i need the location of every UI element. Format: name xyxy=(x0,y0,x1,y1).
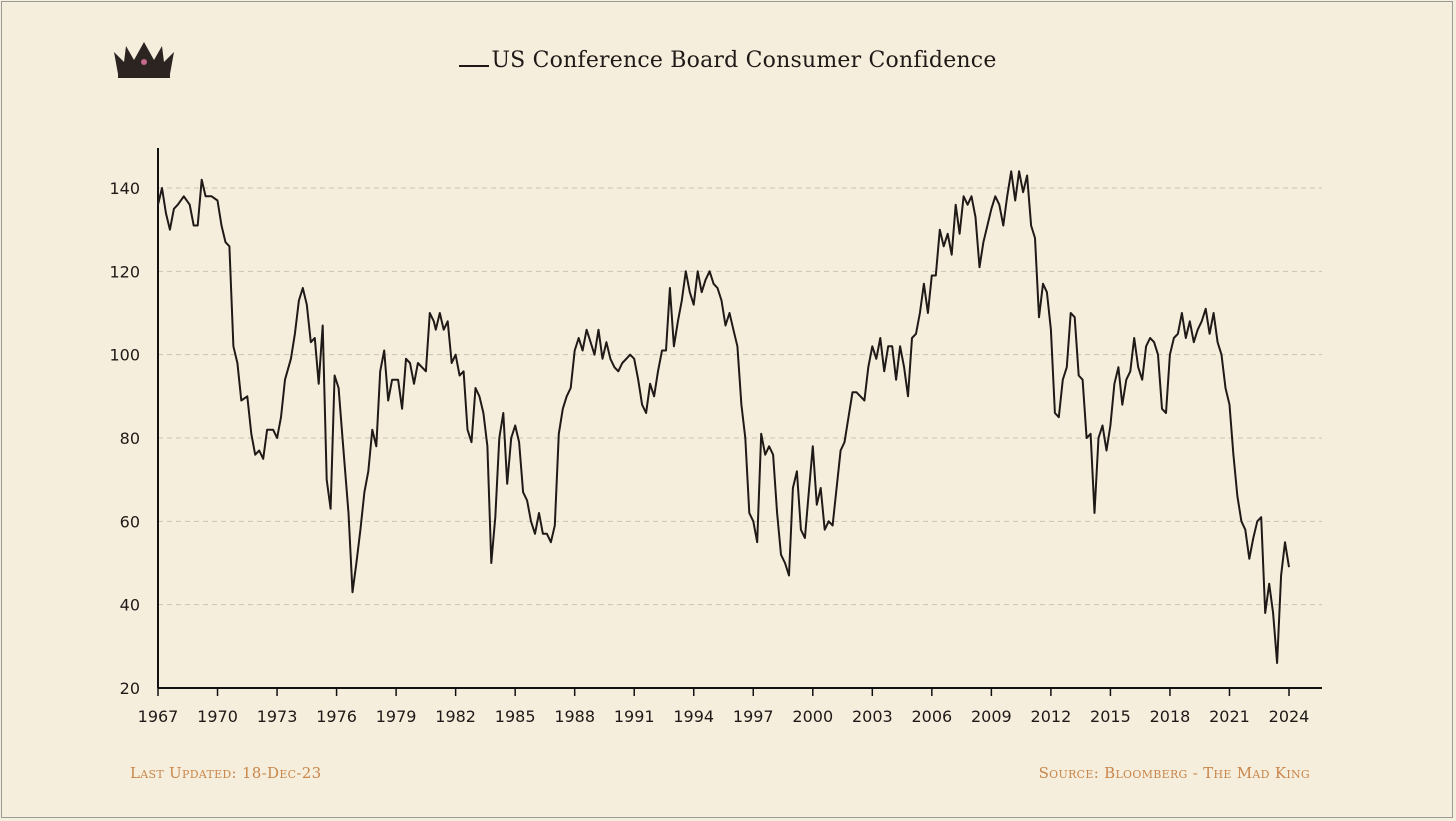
x-tick-label: 1973 xyxy=(257,707,298,726)
y-tick-label: 60 xyxy=(120,512,140,531)
crown-icon xyxy=(114,42,174,78)
x-tick-label: 1985 xyxy=(495,707,536,726)
y-tick-label: 120 xyxy=(109,262,140,281)
x-tick-label: 2006 xyxy=(911,707,952,726)
x-tick-label: 2003 xyxy=(852,707,893,726)
x-tick-label: 1970 xyxy=(197,707,238,726)
source-label: Source: Bloomberg - The Mad King xyxy=(1038,764,1310,782)
series-line xyxy=(157,170,1290,664)
last-updated-label: Last Updated: 18-Dec-23 xyxy=(130,764,322,782)
y-tick-label: 100 xyxy=(109,346,140,365)
axes xyxy=(157,148,1322,696)
x-tick-label: 1991 xyxy=(614,707,655,726)
legend-swatch xyxy=(459,65,490,67)
x-tick-label: 1994 xyxy=(673,707,714,726)
x-tick-label: 2015 xyxy=(1090,707,1131,726)
x-tick-label: 1982 xyxy=(435,707,476,726)
y-tick-label: 40 xyxy=(120,596,140,615)
y-tick-label: 20 xyxy=(120,679,140,698)
y-tick-label: 140 xyxy=(109,179,140,198)
tick-labels: 20 40 60 80 100 120 140 1967 1970 1973 1976 1979 198… xyxy=(109,179,1309,726)
x-tick-label: 2000 xyxy=(792,707,833,726)
x-tick-label: 2021 xyxy=(1209,707,1250,726)
y-tick-label: 80 xyxy=(120,429,140,448)
x-tick-label: 1988 xyxy=(554,707,595,726)
x-tick-label: 2009 xyxy=(971,707,1012,726)
x-tick-label: 1967 xyxy=(138,707,179,726)
chart-title-row: US Conference Board Consumer Confidence xyxy=(0,44,1456,76)
x-tick-label: 2024 xyxy=(1269,707,1310,726)
x-tick-label: 1997 xyxy=(733,707,774,726)
x-tick-label: 1979 xyxy=(376,707,417,726)
series-layer xyxy=(157,170,1290,664)
grid-lines xyxy=(158,187,1322,606)
x-tick-label: 1976 xyxy=(316,707,357,726)
x-tick-label: 2012 xyxy=(1031,707,1072,726)
chart-title: US Conference Board Consumer Confidence xyxy=(491,47,997,73)
x-tick-label: 2018 xyxy=(1150,707,1191,726)
